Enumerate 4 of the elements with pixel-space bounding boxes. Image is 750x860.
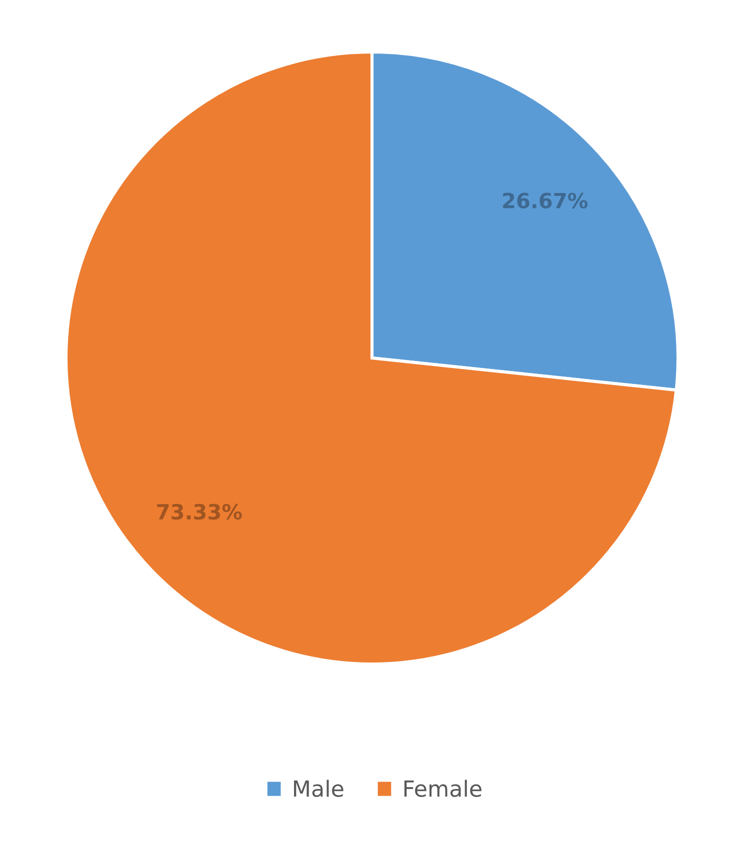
data-label: 26.67% [503,192,588,208]
legend-label: Female [404,780,482,797]
data-label: 73.33% [157,504,242,520]
legend-label: Male [294,780,344,797]
